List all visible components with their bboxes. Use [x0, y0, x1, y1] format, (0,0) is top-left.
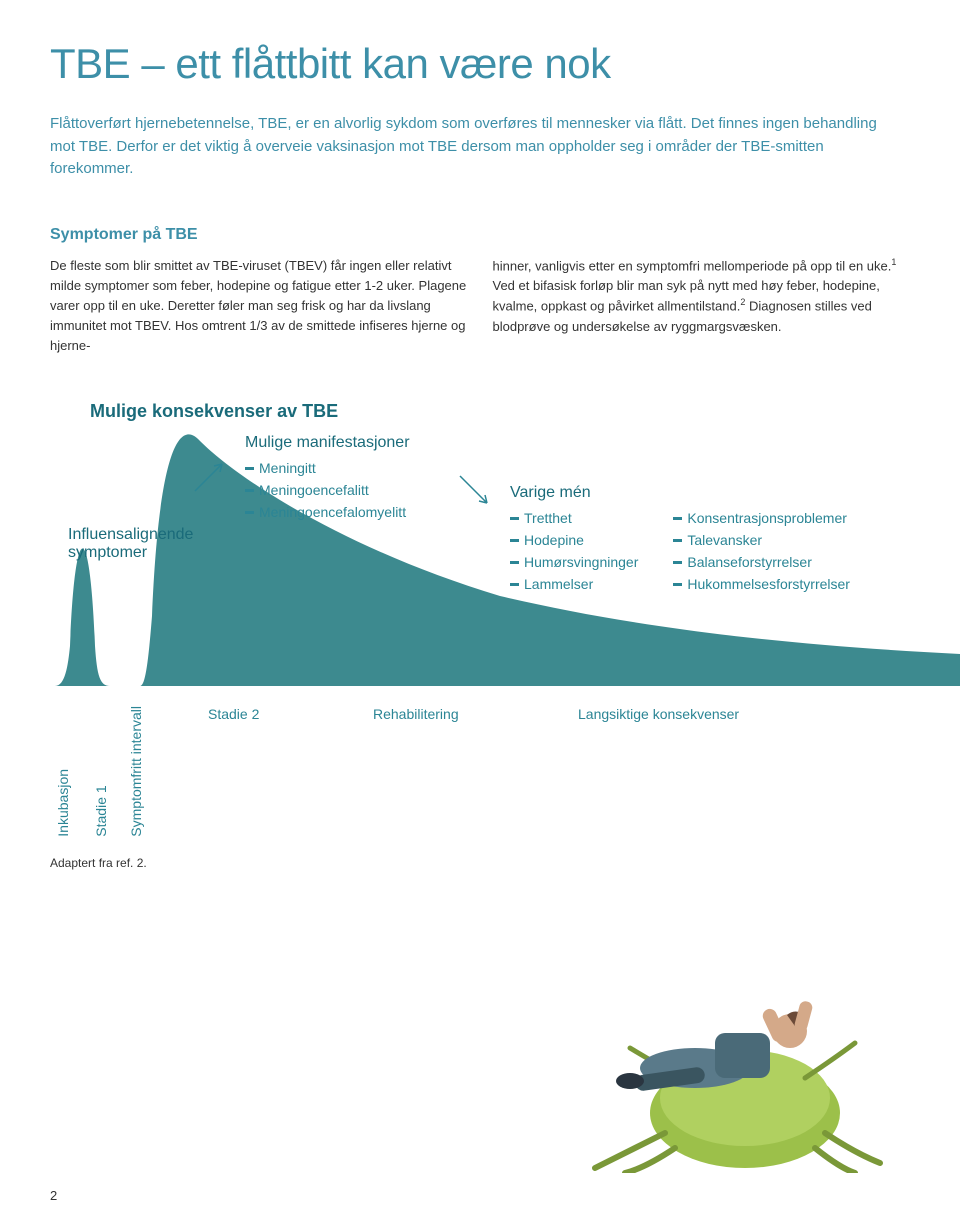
page-title: TBE – ett flåttbitt kan være nok	[50, 40, 910, 88]
sequelae-item: Tretthet	[510, 510, 638, 526]
body-col-1: De fleste som blir smittet av TBE-viruse…	[50, 256, 468, 357]
manifestations-group: Mulige manifestasjoner Meningitt Meningo…	[245, 434, 410, 526]
page-number: 2	[50, 1188, 57, 1203]
axis-labels: Inkubasjon Stadie 1 Symptomfritt interva…	[55, 706, 860, 837]
sequelae-item: Humørsvingninger	[510, 554, 638, 570]
sequelae-item: Talevansker	[673, 532, 850, 548]
arrow-icon	[190, 456, 230, 496]
body-col2-a: hinner, vanligvis etter en symptomfri me…	[493, 258, 892, 273]
reference-note: Adaptert fra ref. 2.	[50, 856, 910, 870]
body-columns: De fleste som blir smittet av TBE-viruse…	[50, 256, 910, 357]
sequelae-item: Balanseforstyrrelser	[673, 554, 850, 570]
axis-stage2: Stadie 2	[208, 706, 373, 837]
axis-symptomfree: Symptomfritt intervall	[128, 706, 188, 837]
manifest-item: Meningoencefalomyelitt	[245, 504, 410, 520]
subheading-symptoms: Symptomer på TBE	[50, 226, 910, 244]
disease-course-chart: Mulige konsekvenser av TBE Influensalign…	[0, 396, 960, 826]
tick-person-illustration	[535, 953, 895, 1173]
manifest-item: Meningoencefalitt	[245, 482, 410, 498]
sequelae-item: Hodepine	[510, 532, 638, 548]
body-col-2: hinner, vanligvis etter en symptomfri me…	[493, 256, 911, 357]
arrow-icon	[455, 471, 495, 511]
sup-1: 1	[891, 257, 896, 267]
sequelae-heading: Varige mén	[510, 484, 638, 502]
sequelae-group: Varige mén Tretthet Hodepine Humørsvingn…	[510, 484, 850, 598]
axis-incubation: Inkubasjon	[55, 706, 93, 837]
influenza-heading: Influensalignende symptomer	[68, 526, 228, 562]
sequelae-item: Lammelser	[510, 576, 638, 592]
axis-longterm: Langsiktige konsekvenser	[578, 706, 739, 837]
intro-text: Flåttoverført hjernebetennelse, TBE, er …	[50, 113, 890, 181]
manifestations-heading: Mulige manifestasjoner	[245, 434, 410, 452]
sequelae-item: Konsentrasjonsproblemer	[673, 510, 850, 526]
chart-title: Mulige konsekvenser av TBE	[90, 401, 338, 422]
influenza-label: Influensalignende symptomer	[68, 526, 228, 570]
sequelae-item: Hukommelsesforstyrrelser	[673, 576, 850, 592]
axis-rehab: Rehabilitering	[373, 706, 578, 837]
manifest-item: Meningitt	[245, 460, 410, 476]
axis-stage1: Stadie 1	[93, 706, 128, 837]
